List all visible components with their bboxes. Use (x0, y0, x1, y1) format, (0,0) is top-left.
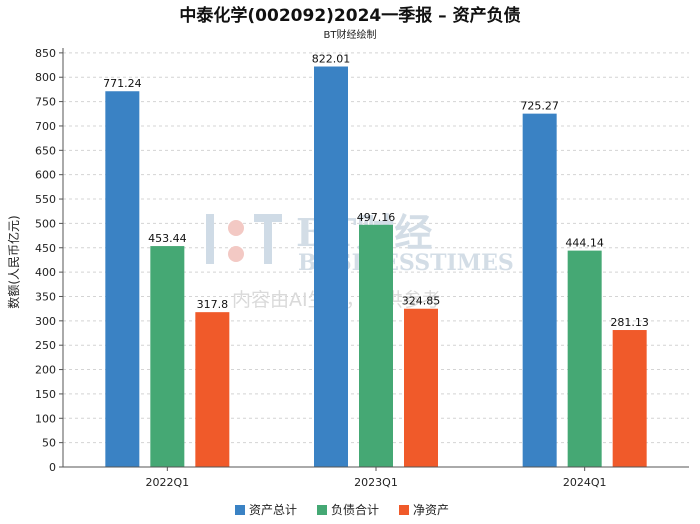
y-tick-label: 400 (35, 266, 56, 279)
y-tick-label: 750 (35, 96, 56, 109)
data-label: 281.13 (610, 316, 649, 329)
watermark-logo-icon (206, 214, 282, 264)
y-axis-ticks: 0 50 100 150 200 250 300 350 400 450 500 550 600 650 7… (35, 47, 63, 474)
bars-layer: 771.24 453.44 317.8 822.01 497.16 324.85 725.2… (103, 53, 649, 468)
legend-label: 净资产 (413, 503, 449, 517)
y-tick-label: 650 (35, 144, 56, 157)
x-axis-labels: 2022Q1 2023Q1 2024Q1 (146, 467, 607, 489)
legend: 资产总计 负债合计 净资产 (235, 502, 449, 517)
legend-label: 负债合计 (331, 502, 379, 517)
y-tick-label: 350 (35, 290, 56, 303)
x-tick-label: 2024Q1 (563, 476, 607, 489)
data-label: 497.16 (357, 211, 396, 224)
bar (105, 91, 140, 468)
bar (195, 312, 230, 467)
data-label: 725.27 (520, 100, 559, 113)
bar (612, 330, 647, 467)
y-tick-label: 150 (35, 388, 56, 401)
data-label: 324.85 (402, 295, 441, 308)
data-label: 822.01 (312, 53, 351, 66)
data-label: 317.8 (197, 298, 229, 311)
y-tick-label: 550 (35, 193, 56, 206)
y-tick-label: 600 (35, 169, 56, 182)
y-tick-label: 0 (49, 461, 56, 474)
y-tick-label: 300 (35, 315, 56, 328)
legend-swatch (317, 505, 327, 515)
y-tick-label: 200 (35, 364, 56, 377)
data-label: 453.44 (148, 232, 187, 245)
y-tick-label: 700 (35, 120, 56, 133)
y-tick-label: 450 (35, 242, 56, 255)
y-tick-label: 250 (35, 339, 56, 352)
bar (404, 308, 438, 467)
y-tick-label: 500 (35, 217, 56, 230)
data-label: 444.14 (565, 237, 604, 250)
legend-swatch (399, 505, 409, 515)
x-tick-label: 2022Q1 (146, 476, 190, 489)
y-tick-label: 100 (35, 412, 56, 425)
bar (522, 113, 557, 467)
legend-label: 资产总计 (249, 503, 297, 517)
bar (567, 250, 602, 467)
y-tick-label: 50 (42, 437, 56, 450)
chart-title: 中泰化学(002092)2024一季报 – 资产负债 (179, 5, 520, 26)
bar (314, 66, 348, 467)
y-axis-label: 数额(人民币亿元) (6, 215, 21, 308)
bar (359, 224, 393, 467)
bar (150, 246, 185, 467)
x-tick-label: 2023Q1 (354, 476, 398, 489)
y-tick-label: 850 (35, 47, 56, 60)
data-label: 771.24 (103, 77, 142, 90)
y-tick-label: 800 (35, 71, 56, 84)
chart-subtitle: BT财经绘制 (324, 28, 377, 41)
legend-swatch (235, 505, 245, 515)
